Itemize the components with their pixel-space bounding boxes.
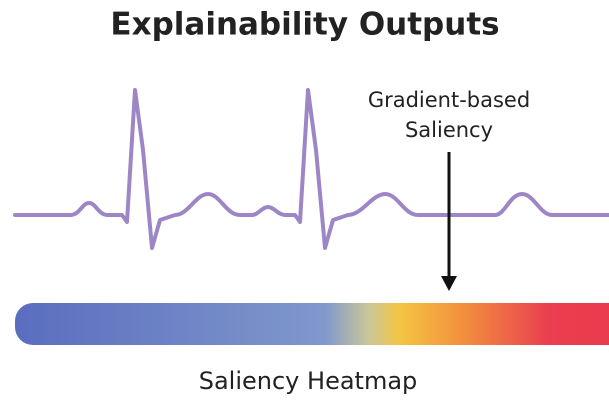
annotation-line: Saliency <box>405 118 493 142</box>
ecg-waveform <box>13 88 609 250</box>
arrow-head <box>441 276 457 291</box>
heatmap-label: Saliency Heatmap <box>199 367 418 395</box>
annotation-line: Gradient-based <box>368 88 530 112</box>
heatmap-bar <box>15 303 609 345</box>
title: Explainability Outputs <box>110 7 499 43</box>
